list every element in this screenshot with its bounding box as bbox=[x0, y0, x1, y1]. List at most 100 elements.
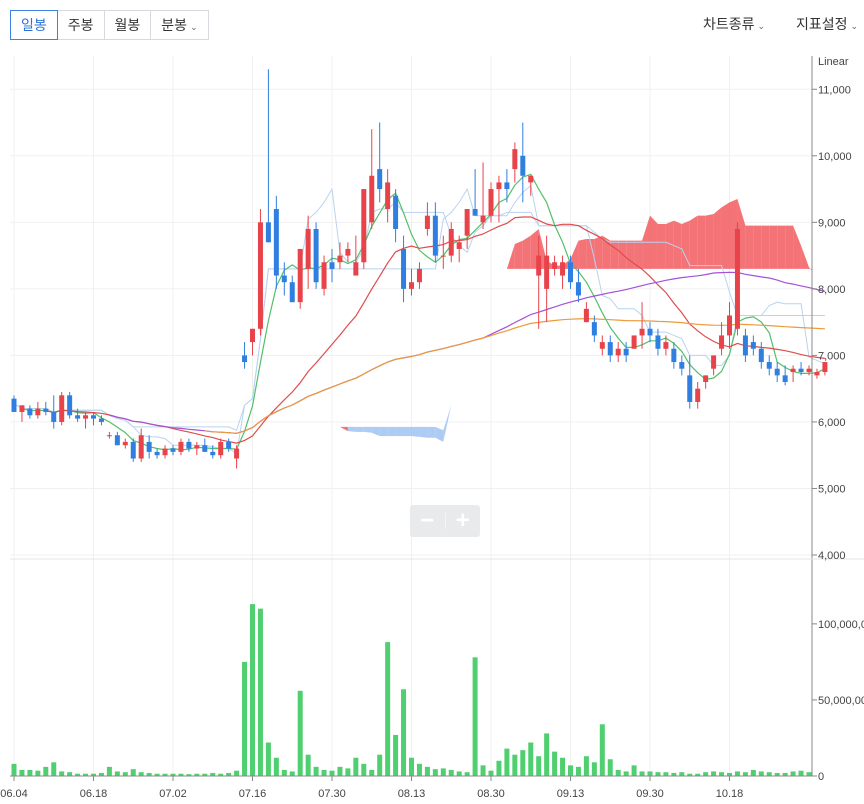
volume-bar bbox=[679, 772, 685, 776]
volume-bar bbox=[122, 772, 128, 776]
price-tick-label: 10,000 bbox=[818, 151, 852, 163]
volume-bar bbox=[742, 772, 748, 776]
candle-body bbox=[822, 362, 828, 373]
stock-chart[interactable]: Linear 4,000 5,000 6,000 7,000 8,000 9,000 10,… bbox=[0, 48, 864, 804]
chart-background bbox=[0, 48, 864, 804]
volume-bar bbox=[186, 774, 192, 776]
cloud-segment bbox=[586, 238, 595, 269]
price-tick-label: 7,000 bbox=[818, 350, 846, 362]
chevron-down-icon: ⌄ bbox=[757, 21, 766, 31]
cloud-segment bbox=[371, 426, 380, 437]
volume-bar bbox=[281, 769, 287, 776]
cloud-segment bbox=[578, 238, 587, 269]
chart-type-menu[interactable]: 차트종류 ⌄ bbox=[703, 10, 765, 38]
volume-bar bbox=[790, 771, 796, 776]
zoom-in-button[interactable]: + bbox=[455, 507, 470, 534]
time-tick-label: 08.30 bbox=[477, 788, 505, 800]
volume-bar bbox=[170, 773, 176, 776]
candle-body bbox=[401, 248, 407, 289]
candle-body bbox=[11, 398, 17, 412]
volume-bar bbox=[106, 766, 112, 776]
candle-body bbox=[27, 408, 33, 416]
tab-minute[interactable]: 분봉 ⌄ bbox=[151, 11, 208, 39]
candle-body bbox=[544, 255, 550, 289]
volume-bar bbox=[361, 763, 367, 776]
volume-bar bbox=[353, 757, 359, 776]
cloud-segment bbox=[387, 426, 396, 437]
cloud-segment bbox=[689, 215, 698, 269]
cloud-segment bbox=[570, 240, 579, 269]
candle-body bbox=[393, 195, 399, 229]
indicator-settings-menu[interactable]: 지표설정 ⌄ bbox=[796, 10, 858, 38]
volume-bar bbox=[337, 766, 343, 776]
volume-bar bbox=[798, 770, 804, 776]
chevron-down-icon: ⌄ bbox=[850, 21, 859, 31]
volume-bar bbox=[345, 768, 351, 776]
candle-body bbox=[607, 342, 613, 356]
candle-body bbox=[432, 215, 438, 256]
candle-body bbox=[687, 375, 693, 402]
candle-body bbox=[480, 215, 486, 223]
candle-body bbox=[202, 445, 208, 452]
volume-bar bbox=[575, 766, 581, 776]
volume-bar bbox=[758, 771, 764, 776]
volume-bar bbox=[377, 754, 383, 776]
candle-body bbox=[106, 435, 112, 437]
volume-bar bbox=[59, 771, 65, 776]
candle-body bbox=[377, 169, 383, 190]
candle-body bbox=[59, 395, 65, 422]
candle-body bbox=[798, 368, 804, 373]
candle-body bbox=[758, 348, 764, 363]
cloud-segment bbox=[395, 426, 404, 437]
candle-body bbox=[766, 362, 772, 369]
volume-bar bbox=[631, 765, 637, 776]
volume-bar bbox=[218, 773, 224, 776]
candle-body bbox=[130, 441, 136, 459]
candle-body bbox=[91, 415, 96, 419]
price-tick-label: 4,000 bbox=[818, 550, 846, 562]
candle-body bbox=[615, 348, 621, 356]
zoom-divider bbox=[444, 513, 446, 529]
candle-body bbox=[552, 262, 558, 269]
candle-body bbox=[695, 388, 701, 402]
candles[interactable] bbox=[11, 69, 828, 469]
chevron-down-icon: ⌄ bbox=[190, 22, 198, 32]
volume-bar bbox=[711, 771, 717, 776]
candle-body bbox=[575, 282, 581, 296]
volume-bar bbox=[520, 750, 526, 776]
volume-bar bbox=[75, 773, 81, 776]
cloud-segment bbox=[506, 243, 515, 269]
cloud-segment bbox=[435, 426, 444, 442]
candle-body bbox=[281, 275, 287, 283]
candle-body bbox=[361, 189, 367, 263]
tab-daily[interactable]: 일봉 bbox=[10, 10, 58, 40]
tab-monthly[interactable]: 월봉 bbox=[104, 11, 152, 39]
candle-body bbox=[560, 262, 566, 276]
volume-bar bbox=[504, 748, 510, 776]
candle-body bbox=[774, 368, 780, 376]
volume-bar bbox=[766, 772, 772, 776]
candle-body bbox=[289, 282, 295, 303]
time-tick-label: 09.30 bbox=[636, 788, 664, 800]
volume-bar bbox=[178, 773, 184, 776]
candle-body bbox=[170, 448, 176, 452]
volume-bar bbox=[432, 769, 438, 776]
tab-minute-label: 분봉 bbox=[161, 17, 188, 33]
cloud-segment bbox=[427, 426, 436, 438]
tab-weekly-label: 주봉 bbox=[67, 17, 94, 33]
candle-body bbox=[512, 149, 518, 170]
volume-bar bbox=[250, 604, 255, 776]
tab-weekly[interactable]: 주봉 bbox=[57, 11, 105, 39]
candle-body bbox=[623, 348, 629, 356]
cloud-segment bbox=[705, 214, 714, 269]
grid bbox=[10, 56, 812, 776]
moving-averages bbox=[21, 173, 826, 451]
volume-bar bbox=[409, 757, 414, 776]
volume-bar bbox=[321, 769, 327, 776]
volume-bar bbox=[671, 772, 677, 776]
candle-body bbox=[114, 435, 120, 446]
zoom-out-button[interactable]: − bbox=[420, 507, 435, 534]
candle-body bbox=[194, 445, 200, 449]
volume-bar bbox=[91, 773, 96, 776]
candle-body bbox=[655, 335, 661, 349]
